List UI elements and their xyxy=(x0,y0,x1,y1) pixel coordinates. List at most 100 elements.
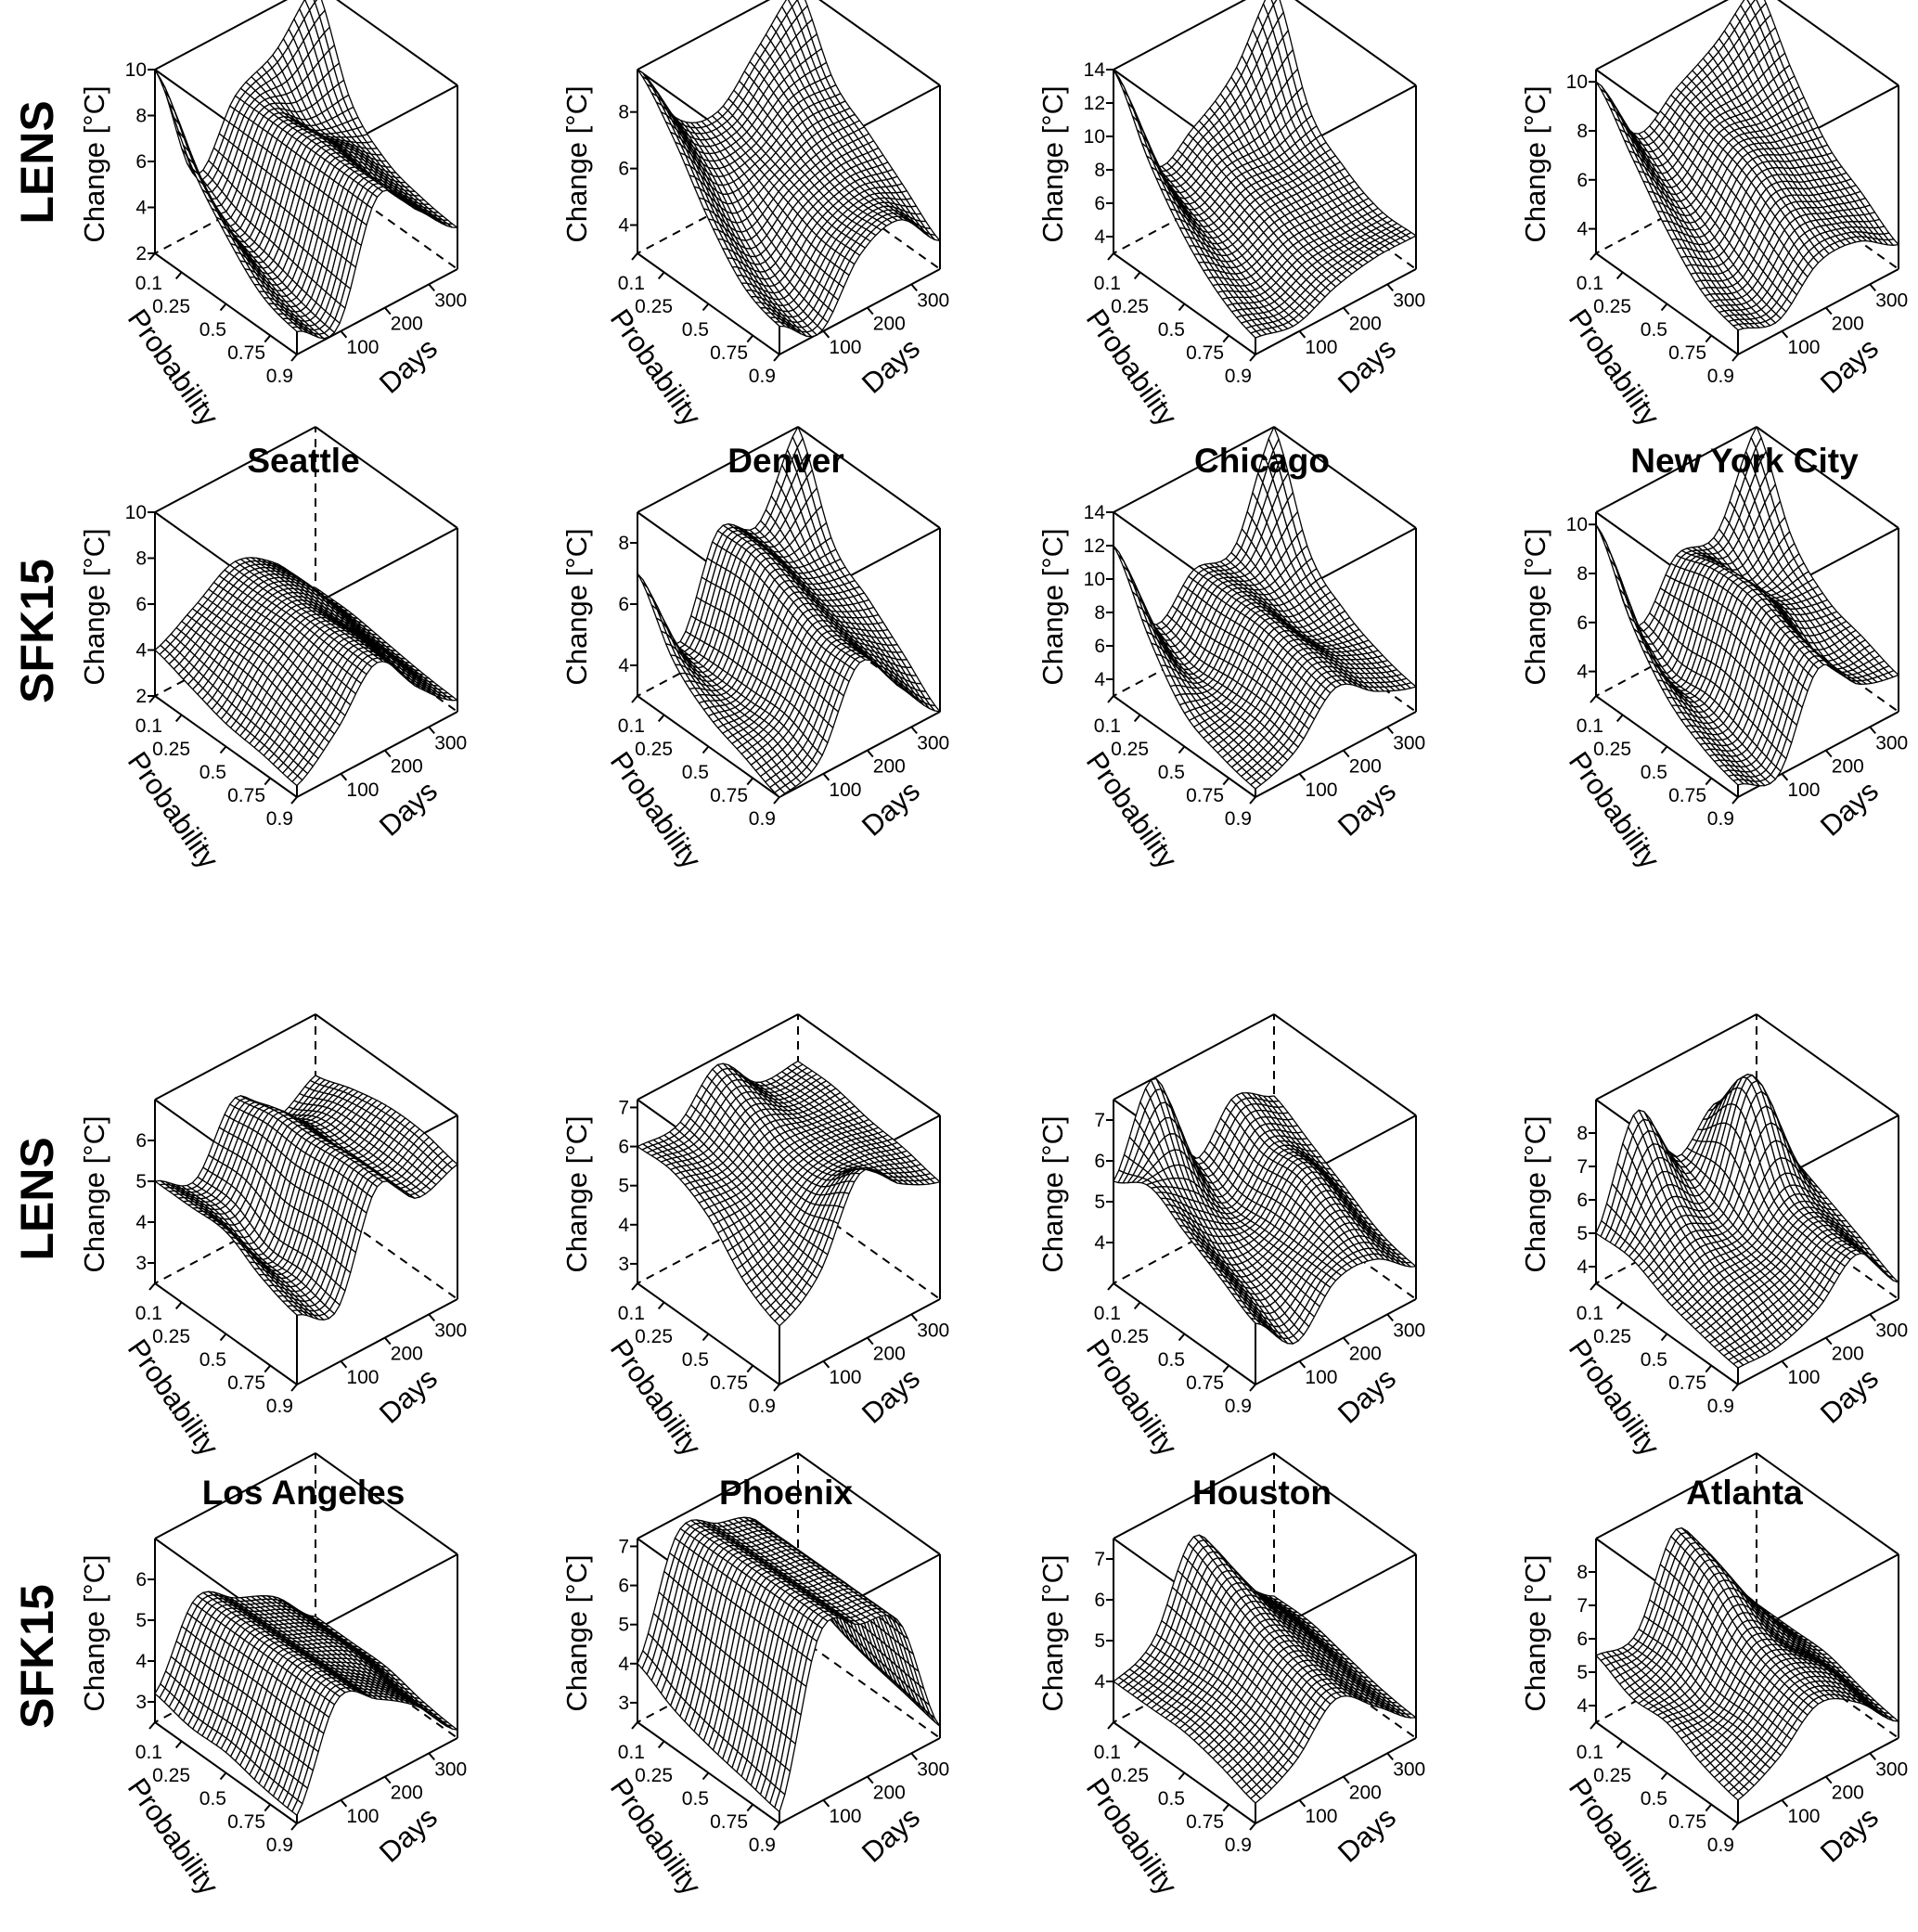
z-tick-label: 4 xyxy=(1577,219,1588,240)
probability-tick-mark xyxy=(148,695,156,703)
z-tick-label: 4 xyxy=(618,215,629,237)
surface-mesh xyxy=(637,426,941,798)
z-axis-label: Change [°C] xyxy=(78,85,110,242)
probability-tick-mark xyxy=(148,252,156,261)
probability-tick-mark xyxy=(1107,252,1114,261)
surface-mesh xyxy=(154,0,458,340)
probability-tick-label: 0.75 xyxy=(227,342,265,364)
days-tick-label: 200 xyxy=(1832,314,1864,335)
z-tick-label: 2 xyxy=(135,686,147,707)
z-tick-label: 10 xyxy=(1084,126,1105,148)
probability-tick-mark xyxy=(264,334,272,343)
probability-tick-mark xyxy=(657,271,665,280)
probability-tick-label: 0.9 xyxy=(1225,366,1252,387)
z-tick-label: 8 xyxy=(618,102,629,123)
probability-tick-mark xyxy=(290,796,298,805)
probability-tick-label: 0.1 xyxy=(618,273,645,294)
box-edge-top-back-left xyxy=(154,0,289,71)
z-tick-label: 4 xyxy=(135,640,147,662)
z-tick-label: 8 xyxy=(135,548,147,570)
probability-tick-mark xyxy=(1615,271,1624,280)
probability-tick-label: 0.5 xyxy=(200,762,226,783)
days-tick-label: 100 xyxy=(346,779,379,801)
days-axis-label: Days xyxy=(373,332,444,400)
probability-tick-mark xyxy=(1660,303,1668,312)
probability-tick-mark xyxy=(219,745,227,754)
z-tick-label: 4 xyxy=(135,198,147,219)
z-axis-label: Change [°C] xyxy=(560,85,593,242)
probability-tick-label: 0.1 xyxy=(135,715,162,737)
days-axis-label: Days xyxy=(1332,332,1402,400)
probability-tick-mark xyxy=(702,303,710,312)
surface-cell xyxy=(1122,89,1134,109)
probability-tick-mark xyxy=(1222,334,1230,343)
probability-tick-label: 0.75 xyxy=(710,342,748,364)
z-tick-label: 8 xyxy=(135,106,147,127)
days-axis-line xyxy=(296,268,458,355)
panel-lens-chicago: 4681012140.10.250.50.750.9100200300Chang… xyxy=(1036,0,1425,432)
probability-tick-mark xyxy=(1590,252,1597,261)
days-axis-label: Days xyxy=(373,775,444,843)
days-tick-label: 300 xyxy=(1875,290,1908,311)
z-tick-label: 12 xyxy=(1084,93,1105,114)
probability-tick-label: 0.75 xyxy=(1668,342,1706,364)
days-tick-label: 200 xyxy=(391,756,423,778)
probability-tick-label: 0.5 xyxy=(1158,319,1185,341)
days-axis-label: Days xyxy=(856,332,926,400)
z-tick-label: 10 xyxy=(125,502,147,523)
z-tick-label: 8 xyxy=(1094,160,1105,181)
probability-tick-mark xyxy=(174,271,183,280)
probability-tick-mark xyxy=(290,354,298,362)
days-tick-label: 200 xyxy=(391,314,423,335)
probability-tick-mark xyxy=(1133,271,1141,280)
surface-mesh xyxy=(1113,0,1417,339)
z-axis-label: Change [°C] xyxy=(78,528,110,685)
z-tick-label: 10 xyxy=(1566,71,1588,93)
probability-tick-label: 0.5 xyxy=(1641,319,1667,341)
days-tick-label: 100 xyxy=(1787,337,1820,358)
probability-tick-mark xyxy=(1705,334,1713,343)
z-tick-label: 2 xyxy=(135,243,147,264)
probability-tick-mark xyxy=(746,334,754,343)
z-tick-label: 4 xyxy=(1094,226,1105,248)
days-tick-label: 300 xyxy=(1393,290,1425,311)
z-tick-label: 6 xyxy=(135,151,147,173)
z-tick-label: 6 xyxy=(618,159,629,180)
probability-tick-mark xyxy=(1178,303,1186,312)
days-tick-label: 100 xyxy=(1305,337,1337,358)
z-axis-label: Change [°C] xyxy=(1036,85,1069,242)
z-tick-label: 8 xyxy=(1577,121,1588,142)
days-tick-label: 200 xyxy=(873,314,906,335)
probability-tick-mark xyxy=(264,777,272,786)
days-tick-label: 300 xyxy=(434,732,467,753)
probability-tick-label: 0.25 xyxy=(152,739,190,760)
z-tick-label: 6 xyxy=(135,594,147,615)
probability-tick-label: 0.9 xyxy=(749,366,776,387)
probability-tick-label: 0.9 xyxy=(266,366,293,387)
box-edge-top-back-right xyxy=(336,0,458,86)
probability-tick-label: 0.5 xyxy=(682,319,709,341)
probability-tick-label: 0.25 xyxy=(152,296,190,317)
surface-mesh xyxy=(1595,0,1899,331)
probability-tick-mark xyxy=(219,303,227,312)
probability-tick-mark xyxy=(773,354,780,362)
probability-tick-mark xyxy=(631,252,638,261)
z-axis-label: Change [°C] xyxy=(1519,85,1551,242)
probability-tick-label: 0.25 xyxy=(1593,296,1631,317)
surface-mesh xyxy=(154,557,458,787)
days-tick-label: 100 xyxy=(346,337,379,358)
days-tick-label: 200 xyxy=(1349,314,1382,335)
probability-tick-mark xyxy=(1731,354,1739,362)
probability-tick-label: 0.25 xyxy=(1111,296,1149,317)
probability-tick-label: 0.25 xyxy=(635,296,673,317)
probability-tick-label: 0.75 xyxy=(1186,342,1224,364)
probability-tick-label: 0.5 xyxy=(200,319,226,341)
probability-tick-label: 0.9 xyxy=(266,808,293,830)
days-tick-label: 300 xyxy=(917,290,949,311)
